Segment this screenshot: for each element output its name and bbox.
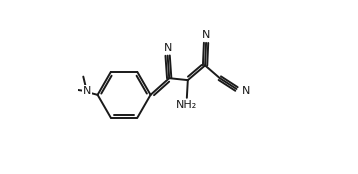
Text: N: N: [164, 43, 172, 53]
Text: NH₂: NH₂: [176, 100, 198, 110]
Text: N: N: [83, 86, 91, 96]
Text: N: N: [242, 86, 251, 96]
Text: N: N: [202, 30, 210, 40]
